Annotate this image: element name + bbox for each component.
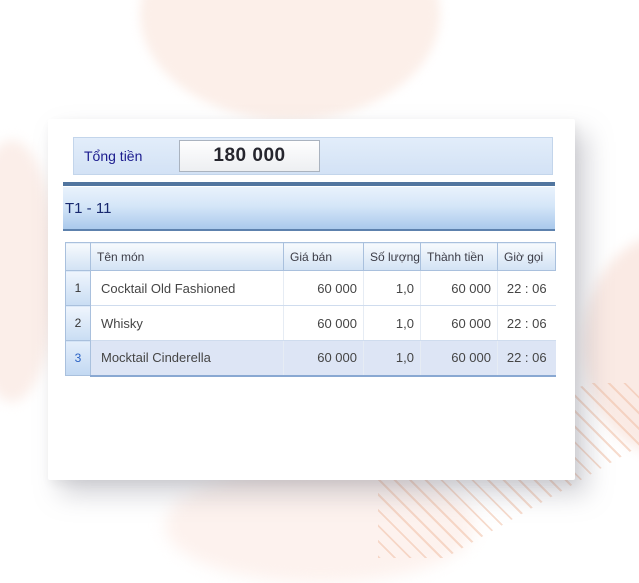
cell-quantity: 1,0 <box>363 340 421 377</box>
row-number: 2 <box>65 305 91 341</box>
cell-order-time: 22 : 06 <box>497 340 556 377</box>
order-items-table: Tên món Giá bán Số lượng Thành tiền Giờ … <box>65 242 556 377</box>
header-amount[interactable]: Thành tiền <box>420 242 498 271</box>
table-title-bar: T1 - 11 <box>63 187 555 231</box>
cell-quantity: 1,0 <box>363 270 421 306</box>
decor-blob-top <box>140 0 440 120</box>
header-quantity[interactable]: Số lượng <box>363 242 421 271</box>
order-row-selected[interactable]: 3 Mocktail Cinderella 60 000 1,0 60 000 … <box>65 340 556 377</box>
cell-quantity: 1,0 <box>363 305 421 341</box>
section-divider <box>63 182 555 186</box>
total-amount-value: 180 000 <box>213 145 286 166</box>
total-amount-field[interactable]: 180 000 <box>179 140 320 172</box>
order-row[interactable]: 2 Whisky 60 000 1,0 60 000 22 : 06 <box>65 305 556 341</box>
cell-item-name: Mocktail Cinderella <box>90 340 284 377</box>
header-row-number <box>65 242 91 271</box>
table-header-row: Tên món Giá bán Số lượng Thành tiền Giờ … <box>65 242 556 271</box>
cell-amount: 60 000 <box>420 305 498 341</box>
order-panel: Tổng tiền 180 000 T1 - 11 Tên món Giá bá… <box>48 119 575 480</box>
cell-order-time: 22 : 06 <box>497 270 556 306</box>
cell-price: 60 000 <box>283 305 364 341</box>
cell-price: 60 000 <box>283 340 364 377</box>
row-number: 1 <box>65 270 91 306</box>
total-label: Tổng tiền <box>84 148 143 164</box>
header-price[interactable]: Giá bán <box>283 242 364 271</box>
cell-item-name: Cocktail Old Fashioned <box>90 270 284 306</box>
cell-amount: 60 000 <box>420 270 498 306</box>
total-bar: Tổng tiền 180 000 <box>73 137 553 175</box>
header-order-time[interactable]: Giờ gọi <box>497 242 556 271</box>
order-row[interactable]: 1 Cocktail Old Fashioned 60 000 1,0 60 0… <box>65 270 556 306</box>
cell-price: 60 000 <box>283 270 364 306</box>
table-title: T1 - 11 <box>65 199 112 217</box>
cell-order-time: 22 : 06 <box>497 305 556 341</box>
row-number: 3 <box>65 340 91 376</box>
cell-amount: 60 000 <box>420 340 498 377</box>
header-item-name[interactable]: Tên món <box>90 242 284 271</box>
cell-item-name: Whisky <box>90 305 284 341</box>
